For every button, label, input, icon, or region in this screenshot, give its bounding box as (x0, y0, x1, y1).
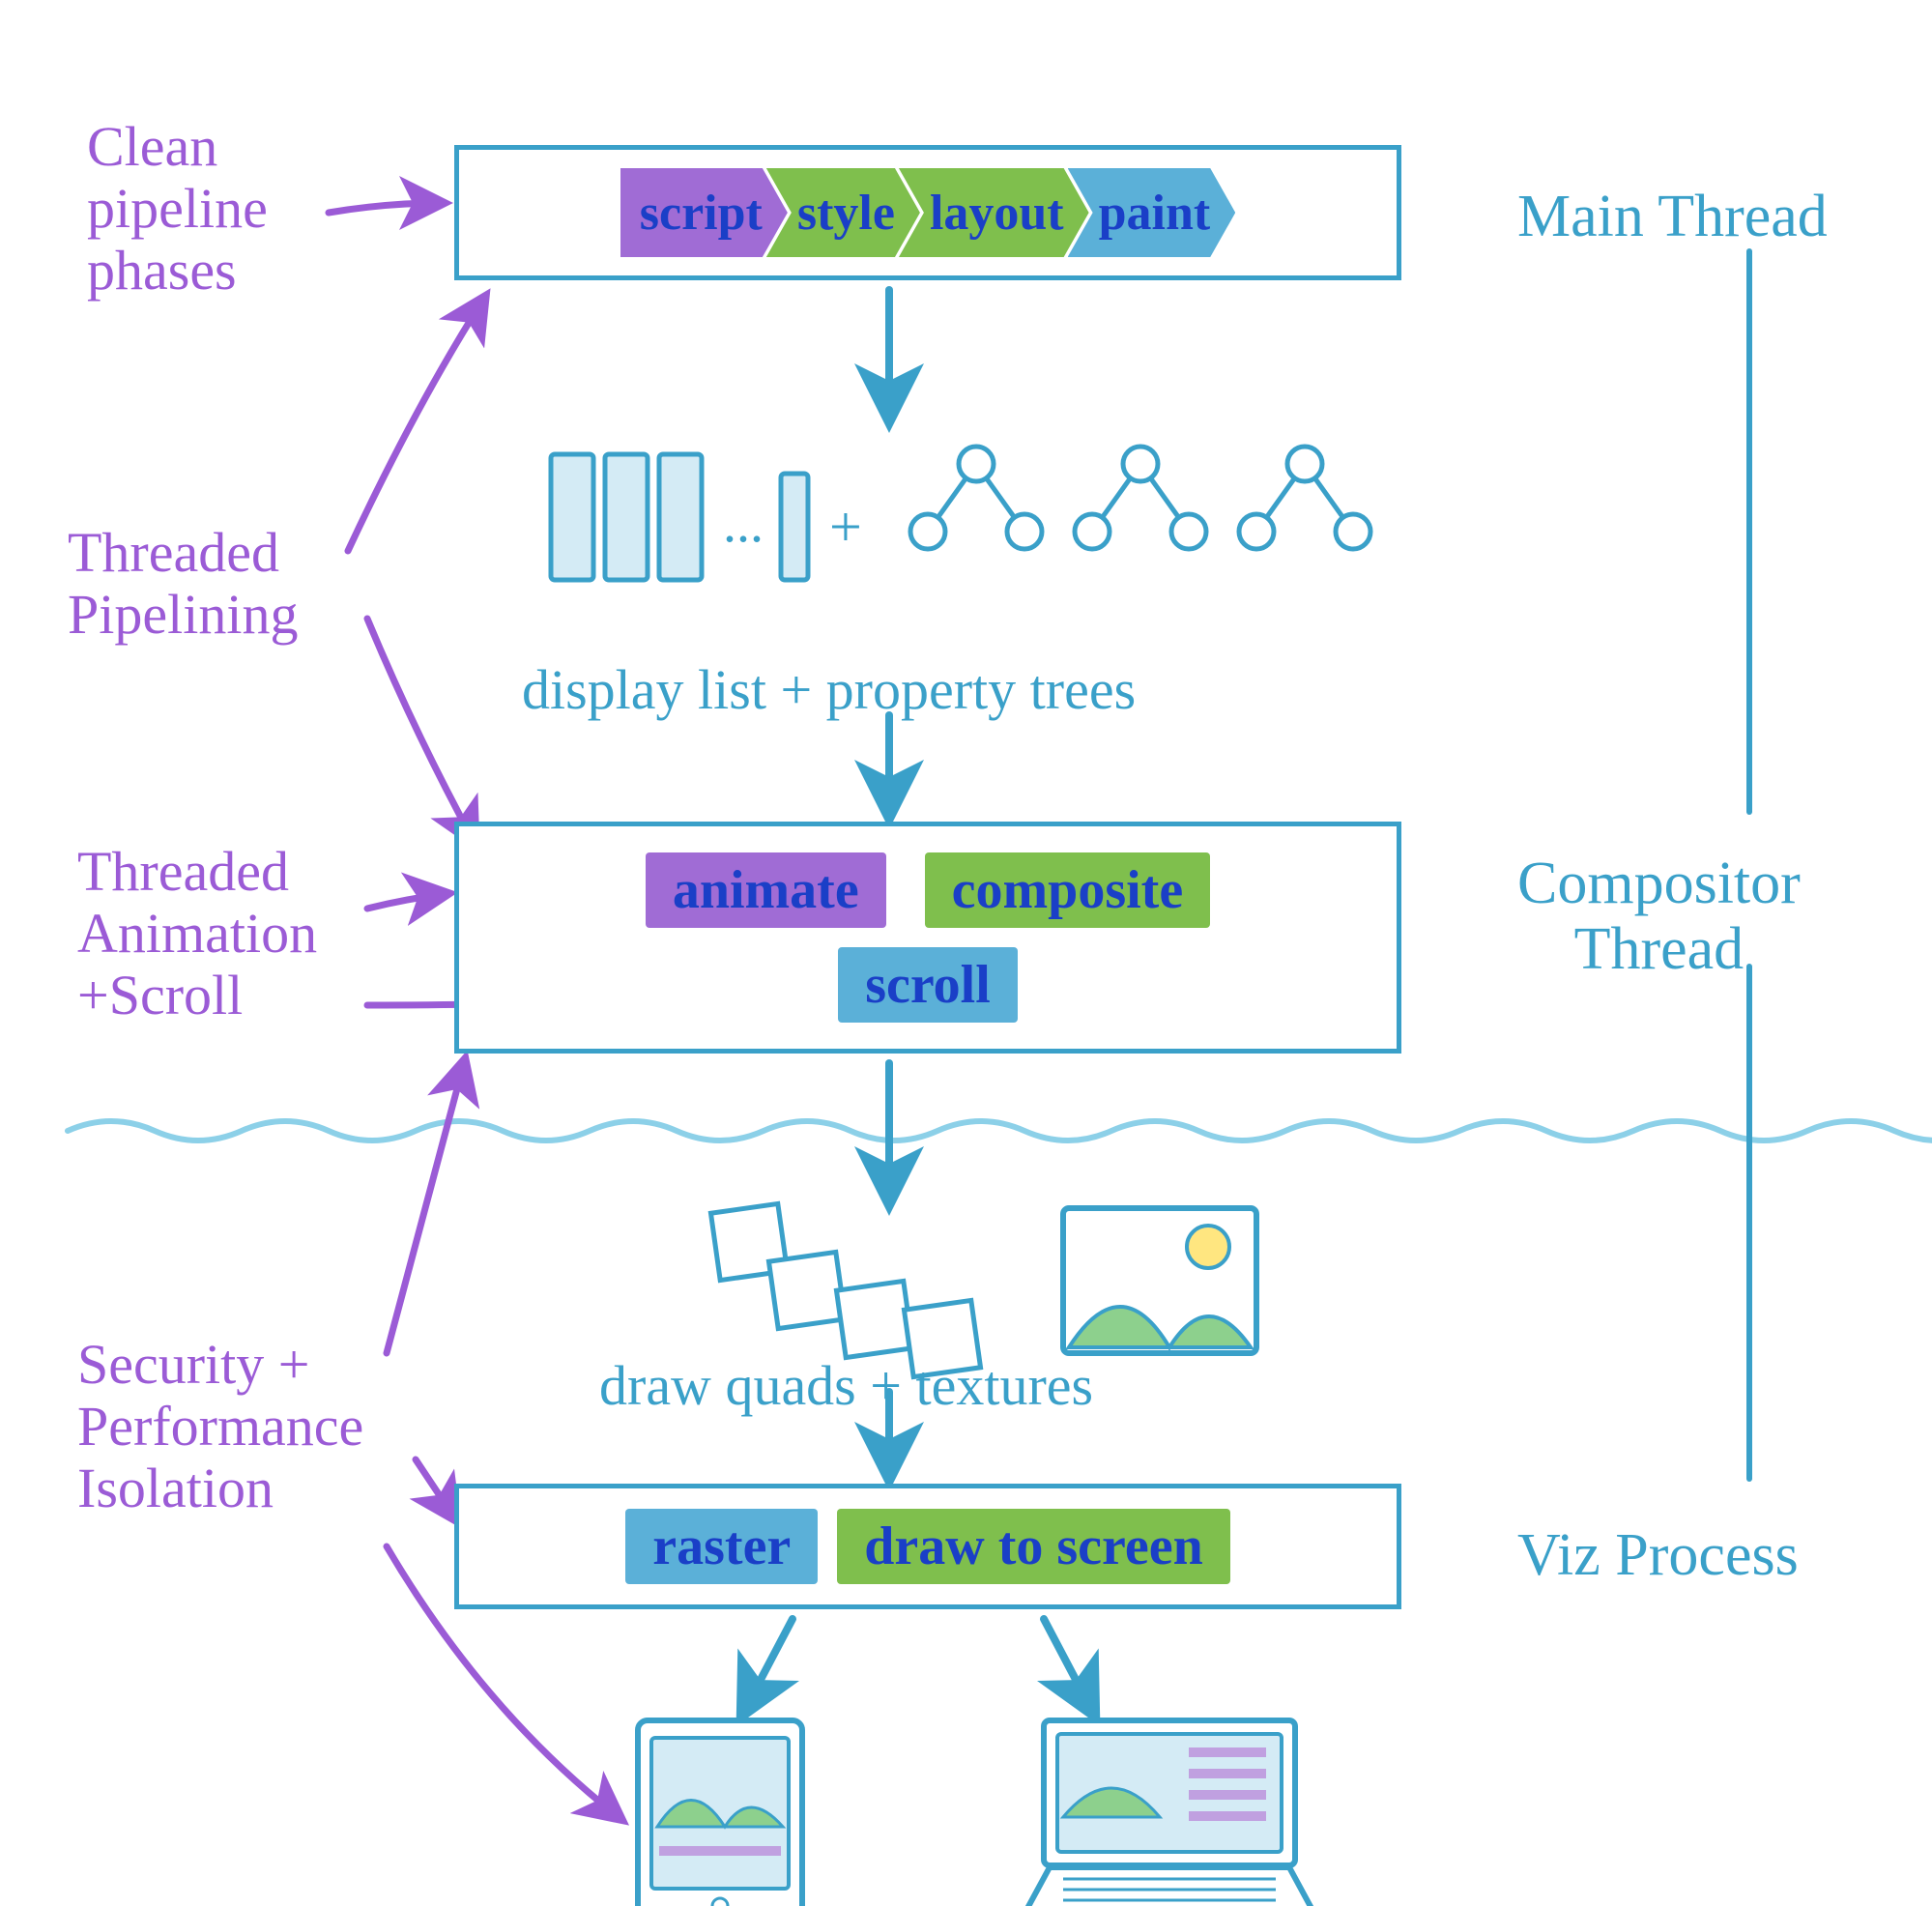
svg-text:+: + (829, 495, 862, 559)
main-thread-label: Main Thread (1517, 184, 1828, 249)
draw-quads-label: draw quads + textures (599, 1353, 1093, 1418)
phase-raster: raster (625, 1509, 818, 1584)
phase-style: style (766, 168, 920, 257)
annotation-threaded-animation-scroll: Threaded Animation +Scroll (77, 841, 317, 1025)
phase-draw-to-screen: draw to screen (837, 1509, 1229, 1584)
phase-animate: animate (646, 852, 886, 928)
annotation-threaded-pipelining: Threaded Pipelining (68, 522, 298, 646)
svg-text:...: ... (723, 494, 764, 554)
viz-process-label: Viz Process (1517, 1522, 1799, 1588)
viz-process-box: raster draw to screen (454, 1484, 1401, 1609)
compositor-thread-box: animate composite scroll (454, 822, 1401, 1054)
phase-paint: paint (1068, 168, 1236, 257)
main-thread-box: script style layout paint (454, 145, 1401, 280)
compositor-thread-label: Compositor Thread (1517, 851, 1801, 982)
display-list-label: display list + property trees (522, 657, 1136, 722)
annotation-security-performance: Security + Performance Isolation (77, 1334, 363, 1518)
phase-scroll: scroll (838, 947, 1018, 1023)
annotation-clean-pipeline: Clean pipeline phases (87, 116, 268, 301)
phase-composite: composite (925, 852, 1211, 928)
phase-layout: layout (899, 168, 1089, 257)
phase-script: script (620, 168, 788, 257)
